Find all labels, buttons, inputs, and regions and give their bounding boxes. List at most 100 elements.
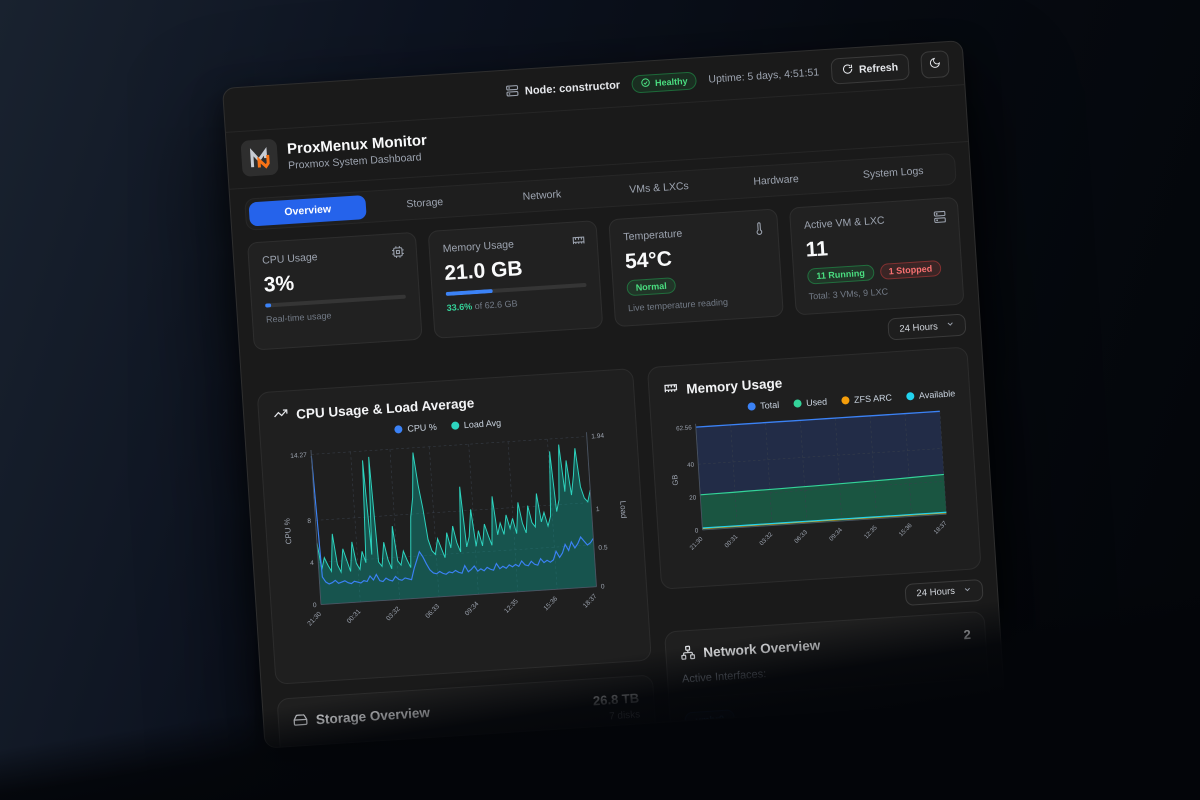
svg-text:GB: GB: [670, 474, 680, 485]
svg-text:14.27: 14.27: [290, 452, 307, 460]
tab-storage[interactable]: Storage: [406, 195, 444, 211]
svg-text:03:32: 03:32: [758, 531, 774, 547]
storage-title: Storage Overview: [315, 705, 431, 728]
svg-text:0: 0: [601, 583, 605, 590]
storage-capacity-value: 26.8 TB: [592, 690, 640, 709]
svg-text:21:30: 21:30: [306, 611, 323, 628]
memory-usage-card: Memory Usage 21.0 GB 33.6% of 62.6 GB: [427, 220, 604, 339]
memory-card-subtitle: 33.6% of 62.6 GB: [446, 298, 518, 313]
svg-text:21:30: 21:30: [689, 535, 705, 551]
svg-text:12:35: 12:35: [863, 524, 879, 540]
node-label: Node: constructor: [524, 78, 621, 97]
memory-icon: [571, 233, 586, 253]
svg-text:1: 1: [596, 506, 600, 513]
tab-hardware[interactable]: Hardware: [752, 172, 800, 188]
legend-item: Total: [746, 400, 780, 412]
vm-card-subtitle: Total: 3 VMs, 9 LXC: [808, 286, 889, 302]
cpu-load-chart-card: CPU Usage & Load Average CPU % Load Avg 0…: [256, 368, 652, 685]
svg-text:Load: Load: [618, 500, 628, 518]
svg-text:12:35: 12:35: [503, 598, 520, 615]
network-interfaces-value: 2: [963, 626, 972, 642]
svg-text:18:37: 18:37: [933, 519, 949, 535]
svg-text:0.5: 0.5: [598, 544, 608, 552]
svg-text:09:34: 09:34: [464, 600, 481, 617]
temperature-card-title: Temperature: [623, 227, 683, 244]
svg-text:CPU %: CPU %: [283, 518, 294, 545]
temperature-card-value: 54°C: [624, 247, 673, 274]
network-overview-card: Network Overview 2 Active Interfaces: vm…: [663, 610, 992, 748]
svg-text:06:33: 06:33: [424, 603, 441, 620]
tab-network[interactable]: Network: [522, 188, 562, 203]
cpu-card-title: CPU Usage: [261, 251, 318, 267]
interface-badge-vmbr0: vmbr0: [684, 708, 736, 732]
tab-overview[interactable]: Overview: [248, 194, 368, 227]
memory-card-value: 21.0 GB: [443, 257, 524, 286]
cpu-usage-card: CPU Usage 3% Real-time usage: [247, 231, 423, 351]
vm-stopped-badge: 1 Stopped: [879, 259, 942, 280]
svg-text:62.56: 62.56: [676, 424, 693, 432]
memory-progress-bar: [445, 282, 587, 296]
svg-text:1.94: 1.94: [591, 433, 605, 441]
refresh-button[interactable]: Refresh: [830, 53, 910, 85]
cpu-progress-bar: [265, 294, 406, 308]
storage-capacity-label: Total Capacity:: [295, 748, 368, 749]
legend-item: Available: [905, 388, 956, 401]
cpu-chart-title: CPU Usage & Load Average: [295, 394, 475, 422]
vm-card-title: Active VM & LXC: [803, 214, 885, 232]
theme-toggle-button[interactable]: [920, 50, 950, 79]
temperature-card-subtitle: Live temperature reading: [627, 296, 729, 314]
cpu-card-value: 3%: [263, 271, 295, 297]
health-badge: Healthy: [631, 70, 698, 94]
vm-running-badge: 11 Running: [806, 264, 875, 285]
legend-item: Used: [792, 397, 827, 409]
svg-text:09:34: 09:34: [828, 526, 844, 542]
hard-drive-icon: [292, 712, 308, 731]
cpu-card-subtitle: Real-time usage: [265, 310, 332, 325]
svg-text:15:36: 15:36: [898, 522, 914, 538]
temperature-status-badge: Normal: [626, 277, 677, 297]
uptime-label: Uptime: 5 days, 4:51:51: [708, 65, 820, 86]
proxmenux-logo: [240, 138, 279, 177]
cpu-icon: [391, 245, 406, 265]
server-stack-icon: [932, 210, 947, 230]
vm-card-value: 11: [804, 237, 829, 262]
chevron-down-icon: [945, 319, 955, 332]
active-vm-lxc-card: Active VM & LXC 11 11 Running 1 Stopped …: [788, 196, 965, 316]
svg-text:00:31: 00:31: [723, 533, 739, 549]
svg-text:00:31: 00:31: [346, 608, 363, 625]
svg-text:40: 40: [687, 462, 695, 469]
refresh-icon: [842, 63, 854, 78]
memory-chart-title: Memory Usage: [685, 374, 783, 397]
moon-icon: [928, 57, 941, 73]
memory-chart-icon: [663, 380, 679, 399]
memory-card-title: Memory Usage: [442, 238, 515, 256]
trending-up-icon: [273, 405, 289, 424]
dashboard-window: Node: constructor Healthy Uptime: 5 days…: [222, 40, 1006, 749]
brand-header: ProxMenux Monitor Proxmox System Dashboa…: [225, 85, 969, 190]
memory-chart-card: Memory Usage Total Used ZFS ARC Available 0…: [646, 346, 982, 590]
legend-item: Load Avg: [450, 418, 501, 431]
memory-chart: 0 20 40 62.56 21:30 00:31 03:32 06:33 09:34 12:35…: [670, 410, 949, 552]
svg-text:06:33: 06:33: [793, 529, 809, 545]
thermometer-icon: [752, 221, 767, 241]
chevron-down-icon: [963, 584, 973, 597]
tab-system-logs[interactable]: System Logs: [862, 164, 924, 181]
svg-text:0: 0: [695, 527, 699, 534]
svg-text:15:36: 15:36: [543, 595, 560, 612]
svg-text:20: 20: [689, 494, 697, 501]
svg-text:8: 8: [307, 518, 311, 525]
status-bar: Node: constructor Healthy Uptime: 5 days…: [223, 41, 965, 133]
server-icon: [505, 83, 519, 100]
time-range-select-2[interactable]: 24 Hours: [904, 578, 984, 606]
svg-text:03:32: 03:32: [385, 605, 402, 622]
time-range-select[interactable]: 24 Hours: [887, 313, 967, 341]
tab-vms-lxcs[interactable]: VMs & LXCs: [628, 180, 690, 196]
svg-text:4: 4: [310, 560, 314, 567]
legend-item: CPU %: [394, 422, 437, 435]
temperature-card: Temperature 54°C Normal Live temperature…: [608, 208, 784, 328]
check-circle-icon: [641, 77, 652, 90]
svg-text:18:37: 18:37: [582, 593, 599, 610]
storage-overview-card: Storage Overview 26.8 TB 7 disks Total C…: [276, 674, 660, 749]
node-indicator: Node: constructor: [505, 77, 620, 100]
stat-cards-row: CPU Usage 3% Real-time usage Memory Usag…: [233, 196, 978, 352]
